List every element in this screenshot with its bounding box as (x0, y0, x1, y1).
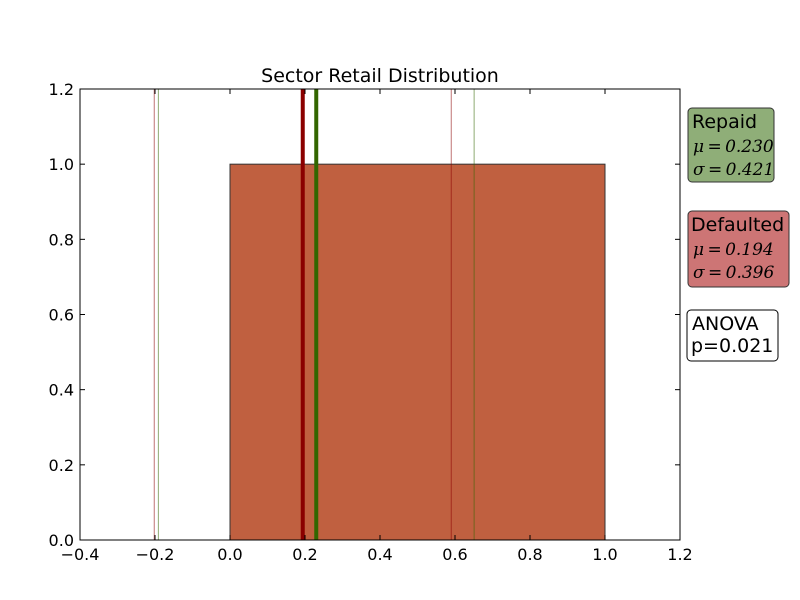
x-tick-label: 1.2 (667, 545, 692, 564)
anova-box: ANOVA p=0.021 (686, 309, 779, 362)
defaulted-box-mean: μ = 0.194 (693, 240, 774, 260)
x-tick-label: −0.4 (61, 545, 100, 564)
repaid-stats-box: Repaid μ = 0.230 σ = 0.421 (687, 107, 775, 183)
y-tick-label: 1.0 (49, 155, 74, 174)
defaulted-box-title: Defaulted (691, 214, 784, 236)
y-tick-label: 0.6 (49, 306, 74, 325)
y-tick-label: 1.2 (49, 80, 74, 99)
x-tick-label: −0.2 (136, 545, 175, 564)
defaulted-stats-box: Defaulted μ = 0.194 σ = 0.396 (687, 210, 790, 288)
anova-pvalue: p=0.021 (691, 335, 773, 357)
repaid-box-std: σ = 0.421 (693, 160, 774, 180)
x-tick-label: 0.2 (292, 545, 317, 564)
defaulted-box-std: σ = 0.396 (693, 263, 774, 283)
chart-title: Sector Retail Distribution (261, 65, 499, 87)
y-tick-label: 0.2 (49, 456, 74, 475)
repaid-box-mean: μ = 0.230 (693, 137, 774, 157)
y-tick-label: 0.8 (49, 230, 74, 249)
anova-label: ANOVA (692, 313, 759, 335)
x-tick-label: 0.6 (442, 545, 467, 564)
x-tick-label: 0.0 (217, 545, 242, 564)
y-tick-label: 0.4 (49, 381, 74, 400)
histogram-bar-0 (229, 163, 606, 541)
x-tick-label: 0.4 (367, 545, 392, 564)
y-tick-label: 0.0 (49, 531, 74, 550)
x-tick-label: 1.0 (592, 545, 617, 564)
x-tick-label: 0.8 (517, 545, 542, 564)
repaid-box-title: Repaid (692, 111, 757, 133)
